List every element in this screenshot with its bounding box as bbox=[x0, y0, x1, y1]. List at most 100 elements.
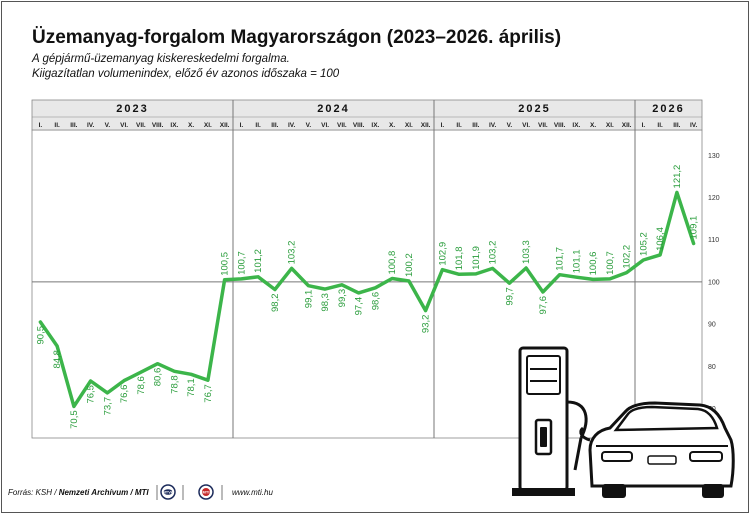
y-tick-label: 130 bbox=[708, 153, 720, 160]
month-label: XI. bbox=[606, 122, 614, 129]
plot-frame bbox=[31, 129, 703, 439]
mtva-logo: MTVA bbox=[160, 484, 176, 500]
month-label: IV. bbox=[489, 122, 497, 129]
svg-text:MTI: MTI bbox=[203, 490, 210, 495]
month-label: II. bbox=[456, 122, 462, 129]
month-label: VII. bbox=[538, 122, 548, 129]
data-label: 100,5 bbox=[220, 252, 231, 276]
data-label: 105,2 bbox=[638, 232, 649, 256]
data-label: 102,9 bbox=[437, 242, 448, 266]
month-label: IV. bbox=[288, 122, 296, 129]
data-label: 73,7 bbox=[102, 397, 113, 416]
month-label: IX. bbox=[170, 122, 178, 129]
year-label: 2025 bbox=[518, 103, 550, 115]
plot-area bbox=[31, 129, 703, 439]
month-label: XII. bbox=[622, 122, 632, 129]
year-header-bg bbox=[31, 99, 703, 131]
data-label: 101,9 bbox=[471, 246, 482, 270]
chart-subtitle-2: Kiigazítatlan volumenindex, előző év azo… bbox=[32, 68, 340, 80]
month-label: XII. bbox=[220, 122, 230, 129]
month-label: XII. bbox=[421, 122, 431, 129]
data-label: 101,2 bbox=[253, 249, 264, 273]
month-label: IV. bbox=[87, 122, 95, 129]
y-tick-label: 110 bbox=[708, 237, 719, 244]
svg-text:MTVA: MTVA bbox=[162, 490, 173, 495]
data-label: 103,2 bbox=[488, 241, 499, 265]
car-icon bbox=[579, 401, 735, 498]
data-label: 80,6 bbox=[153, 368, 164, 387]
month-label: VIII. bbox=[353, 122, 365, 129]
data-label: 100,7 bbox=[236, 251, 247, 275]
month-label: VI. bbox=[120, 122, 128, 129]
y-tick-label: 80 bbox=[708, 364, 716, 371]
data-label: 101,8 bbox=[454, 247, 465, 271]
month-label: XI. bbox=[204, 122, 212, 129]
month-label: VI. bbox=[522, 122, 530, 129]
month-label: IX. bbox=[572, 122, 580, 129]
month-label: I. bbox=[39, 122, 43, 129]
data-label: 93,2 bbox=[421, 315, 432, 334]
y-tick-label: 100 bbox=[708, 279, 720, 286]
month-label: VI. bbox=[321, 122, 329, 129]
data-label: 101,1 bbox=[571, 249, 582, 273]
month-label: VII. bbox=[136, 122, 146, 129]
chart-subtitle: A gépjármű-üzemanyag kiskereskedelmi for… bbox=[31, 53, 290, 65]
data-label: 103,2 bbox=[287, 241, 298, 265]
year-label: 2023 bbox=[116, 103, 148, 115]
month-label: X. bbox=[188, 122, 194, 129]
y-tick-label: 90 bbox=[708, 322, 716, 329]
data-label: 99,1 bbox=[303, 290, 314, 309]
fuel-pump-icon bbox=[512, 346, 588, 496]
data-label: 78,1 bbox=[186, 378, 197, 397]
month-label: III. bbox=[472, 122, 479, 129]
data-label: 76,5 bbox=[86, 385, 97, 404]
data-label: 76,7 bbox=[203, 384, 214, 403]
month-label: III. bbox=[70, 122, 77, 129]
month-label: V. bbox=[507, 122, 513, 129]
year-band: 2023 2024 2025 2026 I. II. III. IV. V. VI. VII. VII… bbox=[31, 99, 703, 438]
data-label: 99,3 bbox=[337, 289, 348, 308]
data-label: 103,3 bbox=[521, 240, 532, 264]
data-label: 97,6 bbox=[538, 296, 549, 315]
data-label: 106,4 bbox=[655, 227, 666, 251]
series-line bbox=[38, 190, 696, 409]
source-url: www.mti.hu bbox=[232, 488, 273, 497]
data-label: 98,3 bbox=[320, 293, 331, 312]
month-label: III. bbox=[271, 122, 278, 129]
month-label: II. bbox=[54, 122, 60, 129]
month-label: VIII. bbox=[554, 122, 566, 129]
data-label: 98,6 bbox=[370, 292, 381, 311]
data-label: 102,2 bbox=[622, 245, 633, 269]
month-label: V. bbox=[306, 122, 312, 129]
data-series: 90,5 84,8 70,5 76,5 73,7 76,6 78,6 80,6 78,8 78,1… bbox=[35, 165, 699, 429]
source-text: Forrás: KSH / Nemzeti Archívum / MTI bbox=[8, 488, 149, 497]
data-label: 109,1 bbox=[689, 216, 700, 240]
month-label: III. bbox=[673, 122, 680, 129]
month-label: X. bbox=[389, 122, 395, 129]
data-label: 97,4 bbox=[354, 297, 365, 316]
month-label: VIII. bbox=[152, 122, 164, 129]
y-tick-label: 120 bbox=[708, 195, 720, 202]
month-label: XI. bbox=[405, 122, 413, 129]
chart-title: Üzemanyag-forgalom Magyarországon (2023–… bbox=[32, 27, 561, 48]
mti-logo: MTI bbox=[198, 484, 214, 500]
data-label: 100,2 bbox=[404, 253, 415, 277]
data-label: 100,8 bbox=[387, 251, 398, 275]
data-label: 78,6 bbox=[136, 376, 147, 395]
month-label: X. bbox=[590, 122, 596, 129]
data-label: 101,7 bbox=[555, 247, 566, 271]
data-label: 100,6 bbox=[588, 252, 599, 276]
month-label: II. bbox=[255, 122, 261, 129]
data-label: 76,6 bbox=[119, 385, 130, 404]
data-label: 99,7 bbox=[504, 287, 515, 306]
data-label: 121,2 bbox=[672, 165, 683, 189]
data-label: 90,5 bbox=[35, 326, 46, 345]
month-label: IV. bbox=[690, 122, 698, 129]
year-label: 2026 bbox=[652, 103, 684, 115]
data-label: 78,8 bbox=[169, 375, 180, 394]
month-label: I. bbox=[240, 122, 244, 129]
year-label: 2024 bbox=[317, 103, 349, 115]
month-label: V. bbox=[105, 122, 111, 129]
month-label: I. bbox=[642, 122, 646, 129]
